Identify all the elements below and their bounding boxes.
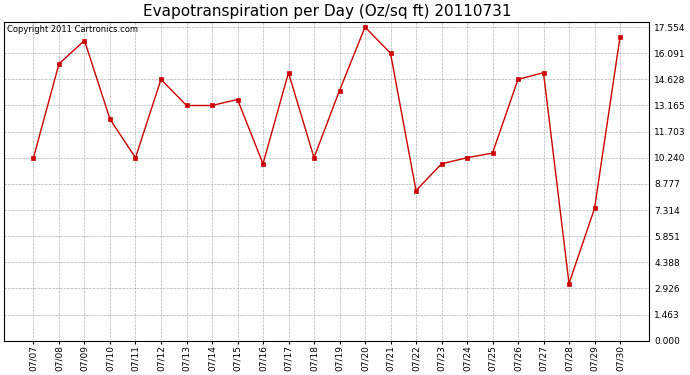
Text: Copyright 2011 Cartronics.com: Copyright 2011 Cartronics.com <box>8 25 139 34</box>
Title: Evapotranspiration per Day (Oz/sq ft) 20110731: Evapotranspiration per Day (Oz/sq ft) 20… <box>143 4 511 19</box>
